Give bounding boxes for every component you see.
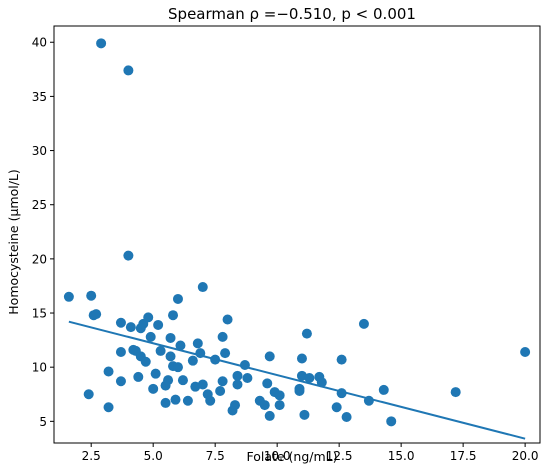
- data-point: [222, 314, 233, 325]
- y-axis-label: Homocysteine (μmol/L): [6, 169, 21, 314]
- y-tick-label: 30: [32, 144, 47, 158]
- data-point: [316, 377, 327, 388]
- x-axis-label: Folate (ng/mL): [246, 449, 337, 464]
- data-point: [274, 390, 285, 401]
- data-point: [150, 368, 161, 379]
- data-point: [175, 340, 186, 351]
- data-point: [172, 362, 183, 373]
- data-point: [242, 373, 253, 384]
- data-point: [91, 309, 102, 320]
- data-point: [264, 351, 275, 362]
- y-tick-label: 40: [32, 36, 47, 50]
- data-point: [140, 356, 151, 367]
- data-point: [115, 347, 126, 358]
- data-point: [143, 312, 154, 323]
- data-point: [239, 360, 250, 371]
- data-point: [450, 387, 461, 398]
- x-tick-label: 12.5: [326, 449, 353, 463]
- data-point: [259, 400, 270, 411]
- data-point: [217, 331, 228, 342]
- data-point: [262, 378, 273, 389]
- data-point: [125, 322, 136, 333]
- data-point: [123, 65, 134, 76]
- data-point: [197, 282, 208, 293]
- data-point: [192, 338, 203, 349]
- y-tick-label: 35: [32, 90, 47, 104]
- data-point: [341, 412, 352, 423]
- chart-title: Spearman ρ =−0.510, p < 0.001: [168, 5, 416, 23]
- data-point: [336, 388, 347, 399]
- data-point: [296, 353, 307, 364]
- x-tick-label: 2.5: [82, 449, 101, 463]
- data-point: [115, 317, 126, 328]
- data-point: [301, 328, 312, 339]
- data-point: [299, 409, 310, 420]
- data-point: [264, 410, 275, 421]
- data-point: [363, 395, 374, 406]
- data-point: [274, 400, 285, 411]
- y-tick-label: 20: [32, 252, 47, 266]
- data-point: [358, 318, 369, 329]
- data-point: [215, 386, 226, 397]
- data-point: [165, 351, 176, 362]
- data-point: [232, 370, 243, 381]
- data-point: [182, 395, 193, 406]
- data-point: [386, 416, 397, 427]
- data-point: [96, 38, 107, 49]
- data-point: [177, 375, 188, 386]
- y-tick-label: 25: [32, 198, 47, 212]
- y-tick-label: 10: [32, 361, 47, 375]
- x-tick-label: 7.5: [206, 449, 225, 463]
- x-axis-ticks: 2.5 5.0 7.5 10.0 12.5 15.0 17.5 20.0: [82, 443, 539, 463]
- y-axis-ticks: 5 10 15 20 25 30 35 40: [32, 36, 54, 429]
- data-point: [160, 397, 171, 408]
- data-point: [153, 319, 164, 330]
- data-point: [217, 376, 228, 387]
- data-point: [86, 290, 97, 301]
- data-point: [230, 400, 241, 411]
- points-layer: [63, 38, 531, 427]
- data-point: [123, 250, 134, 261]
- regression-line: [68, 320, 526, 440]
- data-point: [331, 402, 342, 413]
- data-point: [155, 345, 166, 356]
- fit-line-layer: [68, 320, 526, 440]
- data-point: [170, 394, 181, 405]
- x-tick-label: 17.5: [450, 449, 477, 463]
- data-point: [304, 373, 315, 384]
- data-point: [378, 384, 389, 395]
- data-point: [294, 383, 305, 394]
- data-point: [520, 347, 531, 358]
- plot-frame: [53, 25, 541, 444]
- data-point: [115, 376, 126, 387]
- y-tick-label: 5: [39, 415, 47, 429]
- data-point: [163, 375, 174, 386]
- x-tick-label: 20.0: [512, 449, 539, 463]
- data-point: [195, 348, 206, 359]
- data-point: [220, 348, 231, 359]
- data-point: [63, 291, 74, 302]
- data-point: [168, 310, 179, 321]
- data-point: [232, 379, 243, 390]
- data-point: [133, 371, 144, 382]
- data-point: [187, 355, 198, 366]
- data-point: [83, 389, 94, 400]
- data-point: [205, 395, 216, 406]
- data-point: [336, 354, 347, 365]
- y-tick-label: 15: [32, 307, 47, 321]
- x-tick-label: 10.0: [264, 449, 291, 463]
- data-point: [103, 366, 114, 377]
- data-point: [172, 293, 183, 304]
- x-tick-label: 5.0: [144, 449, 163, 463]
- data-point: [103, 402, 114, 413]
- data-point: [148, 383, 159, 394]
- data-point: [210, 354, 221, 365]
- data-point: [165, 332, 176, 343]
- data-point: [197, 379, 208, 390]
- data-point: [145, 331, 156, 342]
- x-tick-label: 15.0: [388, 449, 415, 463]
